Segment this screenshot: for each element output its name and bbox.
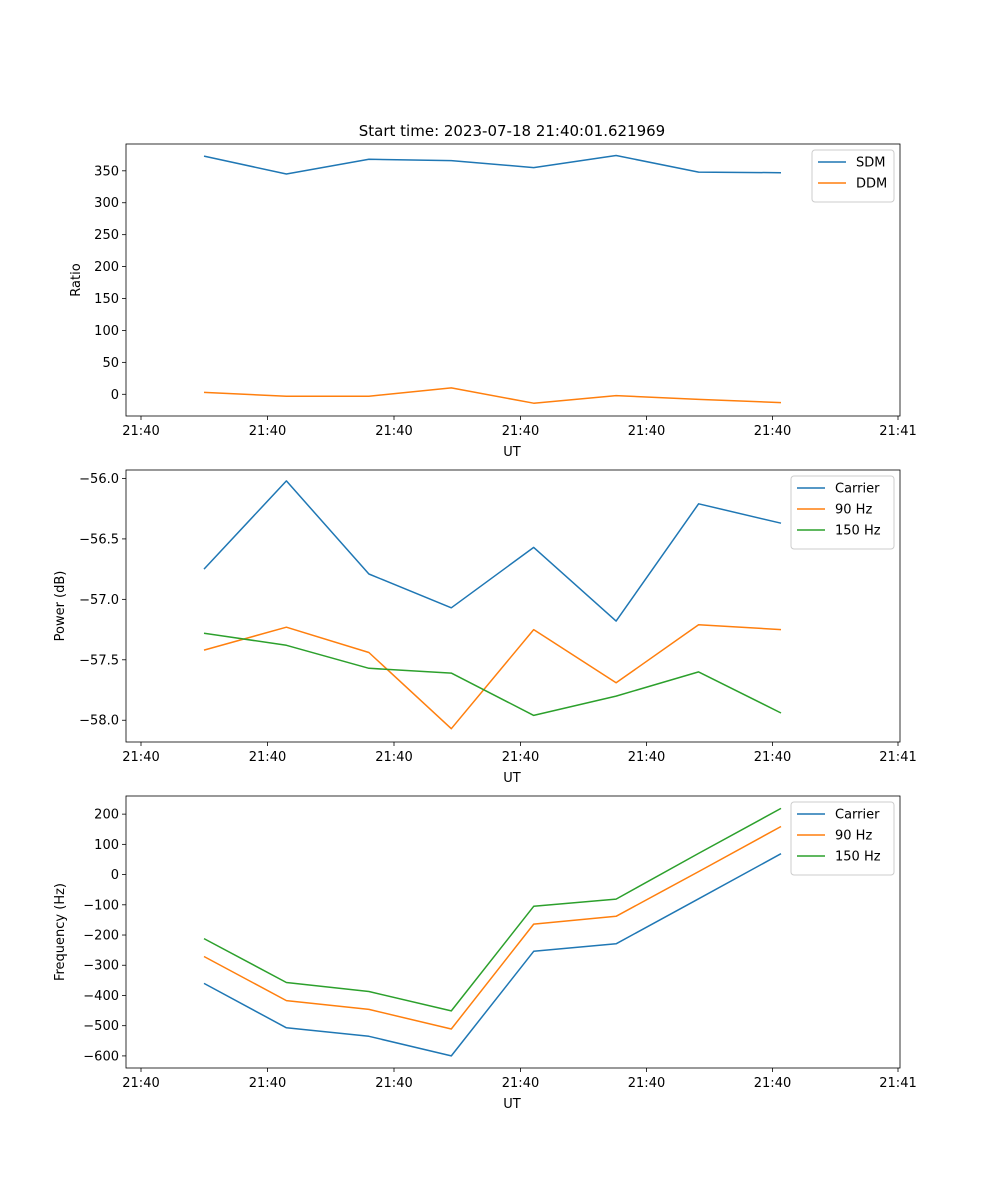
- x-tick-label: 21:40: [375, 750, 412, 765]
- x-tick-label: 21:40: [122, 750, 159, 765]
- y-tick-label: −56.5: [79, 532, 119, 547]
- x-tick-label: 21:40: [502, 1076, 539, 1091]
- axes-frame: [125, 143, 901, 417]
- x-tick-label: 21:40: [754, 1076, 791, 1091]
- x-axis-label: UT: [503, 771, 521, 786]
- x-tick-label: 21:40: [628, 1076, 665, 1091]
- x-tick-label: 21:40: [249, 1076, 286, 1091]
- y-axis-label: Power (dB): [53, 571, 68, 642]
- y-tick-label: 100: [94, 324, 119, 339]
- y-tick-label: −58.0: [79, 714, 119, 729]
- x-tick-label: 21:41: [879, 424, 916, 439]
- x-tick-label: 21:40: [628, 750, 665, 765]
- series-line-carrier: [203, 480, 782, 622]
- x-axis-label: UT: [503, 1097, 521, 1112]
- x-tick-label: 21:40: [375, 1076, 412, 1091]
- axes-frame: [125, 469, 901, 743]
- legend-label-150-hz: 150 Hz: [835, 524, 881, 539]
- y-tick-label: −300: [83, 959, 119, 974]
- x-tick-label: 21:41: [879, 750, 916, 765]
- y-tick-label: 0: [111, 868, 119, 883]
- y-tick-label: 150: [94, 292, 119, 307]
- series-line-150-hz: [203, 632, 782, 717]
- y-tick-label: 200: [94, 260, 119, 275]
- y-tick-label: 250: [94, 228, 119, 243]
- series-line-90-hz: [203, 825, 782, 1030]
- y-tick-label: −500: [83, 1019, 119, 1034]
- legend-box: [811, 149, 895, 203]
- series-line-150-hz: [203, 807, 782, 1012]
- x-tick-label: 21:40: [502, 750, 539, 765]
- x-tick-label: 21:40: [249, 424, 286, 439]
- x-tick-label: 21:40: [754, 750, 791, 765]
- y-tick-label: −100: [83, 898, 119, 913]
- y-tick-label: 0: [111, 388, 119, 403]
- panel-frequency: 21:40 21:40 21:40 21:40 21:40 21:40 21:41 UT 200…: [53, 795, 917, 1112]
- legend-label-sdm: SDM: [856, 156, 885, 171]
- x-tick-label: 21:40: [375, 424, 412, 439]
- legend-label-carrier: Carrier: [835, 482, 880, 497]
- x-tick-label: 21:40: [122, 424, 159, 439]
- legend: Carrier 90 Hz 150 Hz: [790, 475, 895, 550]
- panel-ratio: 21:40 21:40 21:40 21:40 21:40 21:40 21:41 UT 0 50…: [69, 143, 917, 460]
- y-tick-label: −200: [83, 929, 119, 944]
- figure-title: Start time: 2023-07-18 21:40:01.621969: [359, 122, 665, 140]
- y-tick-label: 200: [94, 808, 119, 823]
- series-line-90-hz: [203, 623, 782, 730]
- legend-label-90-hz: 90 Hz: [835, 503, 872, 518]
- legend-label-carrier: Carrier: [835, 808, 880, 823]
- y-tick-label: −57.0: [79, 593, 119, 608]
- y-tick-label: −57.5: [79, 653, 119, 668]
- series-line-ddm: [203, 387, 782, 404]
- y-tick-label: 350: [94, 164, 119, 179]
- x-tick-label: 21:40: [122, 1076, 159, 1091]
- panel-power: 21:40 21:40 21:40 21:40 21:40 21:40 21:41 UT −56…: [53, 469, 917, 786]
- x-axis-label: UT: [503, 445, 521, 460]
- legend-label-90-hz: 90 Hz: [835, 829, 872, 844]
- x-tick-label: 21:40: [502, 424, 539, 439]
- x-tick-label: 21:40: [249, 750, 286, 765]
- y-axis-label: Ratio: [69, 263, 84, 296]
- series-line-carrier: [203, 853, 782, 1057]
- y-tick-label: 300: [94, 196, 119, 211]
- y-tick-label: −600: [83, 1049, 119, 1064]
- axes-frame: [125, 795, 901, 1069]
- x-tick-label: 21:40: [628, 424, 665, 439]
- y-axis-label: Frequency (Hz): [53, 883, 68, 981]
- x-tick-label: 21:41: [879, 1076, 916, 1091]
- legend-label-ddm: DDM: [856, 177, 887, 192]
- y-tick-label: 100: [94, 838, 119, 853]
- y-tick-label: 50: [102, 356, 119, 371]
- legend: Carrier 90 Hz 150 Hz: [790, 801, 895, 876]
- legend-label-150-hz: 150 Hz: [835, 850, 881, 865]
- y-tick-label: −56.0: [79, 472, 119, 487]
- legend: SDM DDM: [811, 149, 895, 203]
- x-tick-label: 21:40: [754, 424, 791, 439]
- series-line-sdm: [203, 154, 782, 175]
- y-tick-label: −400: [83, 989, 119, 1004]
